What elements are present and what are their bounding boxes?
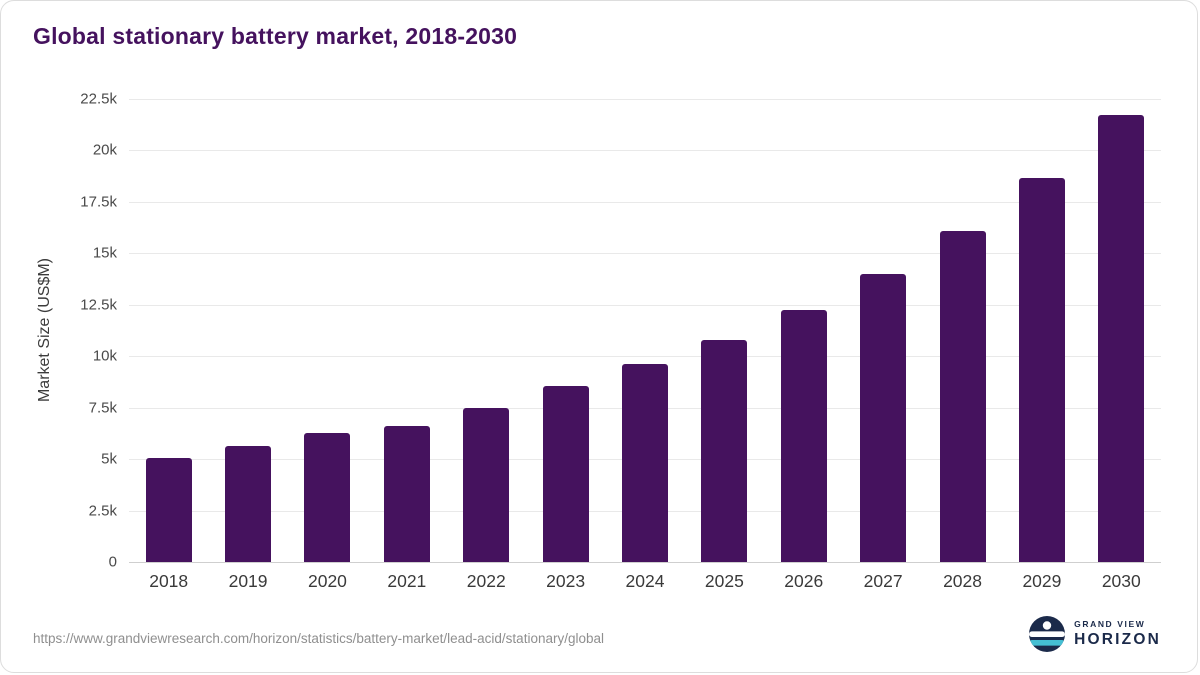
plot-area xyxy=(129,99,1161,563)
y-tick-label: 20k xyxy=(92,141,117,159)
x-tick-label-2027: 2027 xyxy=(863,571,903,591)
bar-2018[interactable] xyxy=(145,458,192,562)
bar-2020[interactable] xyxy=(304,433,351,562)
y-tick-label: 5k xyxy=(101,450,117,468)
y-tick-label: 0 xyxy=(108,553,117,571)
gridline xyxy=(129,201,1161,203)
logo-text-grand-view: GRAND VIEW xyxy=(1074,618,1146,629)
bar-2027[interactable] xyxy=(860,273,907,562)
x-tick-label-2024: 2024 xyxy=(625,571,665,591)
source-url: https://www.grandviewresearch.com/horizo… xyxy=(33,631,604,646)
gridline xyxy=(129,304,1161,306)
x-tick-label-2023: 2023 xyxy=(546,571,586,591)
bar-2023[interactable] xyxy=(542,386,589,562)
bar-2030[interactable] xyxy=(1098,115,1145,562)
y-tick-label: 17.5k xyxy=(80,193,117,211)
bar-2029[interactable] xyxy=(1018,178,1065,562)
bar-2022[interactable] xyxy=(463,407,510,562)
x-axis-line xyxy=(129,562,1161,563)
chart-title: Global stationary battery market, 2018-2… xyxy=(33,23,518,49)
bar-2021[interactable] xyxy=(383,426,430,562)
gridline xyxy=(129,253,1161,255)
x-tick-label-2026: 2026 xyxy=(784,571,824,591)
gridline xyxy=(129,356,1161,358)
x-tick-label-2018: 2018 xyxy=(149,571,189,591)
x-tick-label-2029: 2029 xyxy=(1022,571,1062,591)
x-tick-label-2022: 2022 xyxy=(466,571,506,591)
brand-logo[interactable]: GRAND VIEW HORIZON xyxy=(1029,616,1161,652)
y-tick-label: 7.5k xyxy=(88,399,117,417)
gridline xyxy=(129,150,1161,152)
x-tick-label-2021: 2021 xyxy=(387,571,427,591)
brand-logo-text: GRAND VIEW HORIZON xyxy=(1074,618,1161,649)
y-tick-label: 22.5k xyxy=(80,90,117,108)
logo-text-horizon: HORIZON xyxy=(1074,631,1161,649)
y-tick-label: 10k xyxy=(92,347,117,365)
x-tick-label-2025: 2025 xyxy=(704,571,744,591)
x-tick-label-2019: 2019 xyxy=(228,571,268,591)
gridline xyxy=(129,99,1161,100)
horizon-circle-icon xyxy=(1029,616,1066,652)
y-tick-label: 2.5k xyxy=(88,502,117,520)
bar-2019[interactable] xyxy=(225,445,272,562)
y-tick-label: 12.5k xyxy=(80,296,117,314)
bar-2024[interactable] xyxy=(622,364,668,562)
x-axis-labels: 2018 2019 2020 2021 2022 2023 2024 2025 2026 2027… xyxy=(129,571,1161,597)
x-tick-label-2020: 2020 xyxy=(307,571,347,591)
bar-2025[interactable] xyxy=(701,339,748,562)
bar-2026[interactable] xyxy=(780,309,827,562)
x-tick-label-2030: 2030 xyxy=(1101,571,1141,591)
bar-2028[interactable] xyxy=(939,230,986,562)
y-axis-ticks: 0 2.5k 5k 7.5k 10k 12.5k 15k 17.5k 20k 22.5k xyxy=(1,91,117,571)
x-tick-label-2028: 2028 xyxy=(943,571,982,591)
y-tick-label: 15k xyxy=(92,244,117,262)
